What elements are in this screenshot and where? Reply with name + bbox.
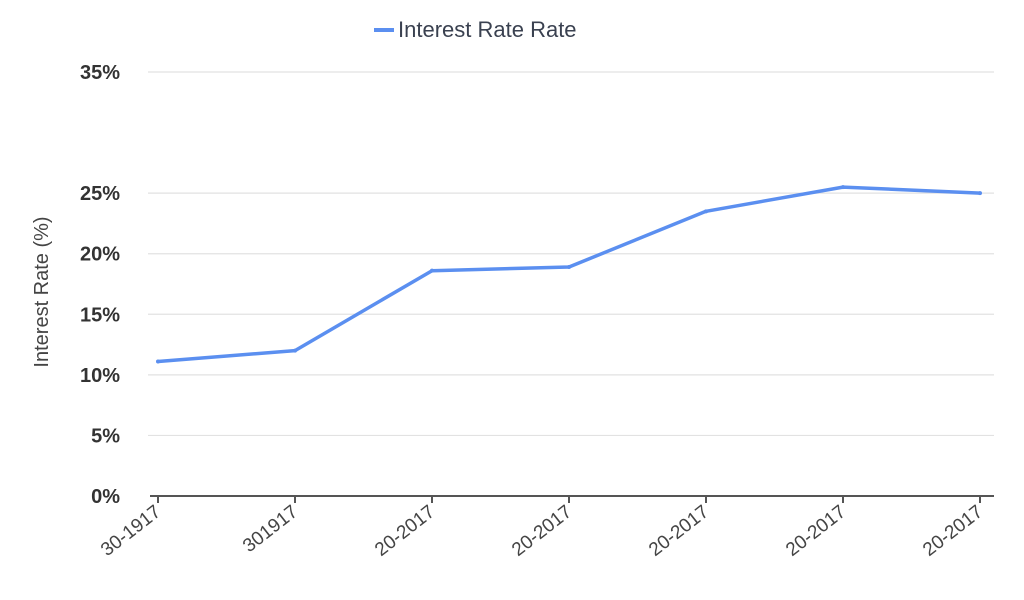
data-point — [978, 191, 982, 196]
legend: Interest Rate Rate — [374, 17, 577, 42]
x-tick-label: 20-2017 — [645, 501, 713, 560]
y-tick-label: 35% — [80, 62, 120, 84]
y-tick-labels: 0% 5% 10% 15% 20% 25% 35% — [80, 62, 120, 508]
x-tick-label: 301917 — [239, 501, 302, 557]
gridlines — [148, 71, 994, 437]
x-tick-label: 20-2017 — [371, 501, 439, 560]
x-ticks: 30-1917 301917 20-2017 20-2017 20-2017 20-201… — [97, 496, 987, 561]
x-tick-label: 20-2017 — [782, 501, 850, 560]
data-point — [156, 359, 160, 364]
data-point — [567, 265, 571, 270]
series-points — [156, 185, 982, 364]
data-point — [430, 268, 434, 273]
y-tick-label: 10% — [80, 365, 120, 387]
x-tick-label: 20-2017 — [919, 501, 987, 560]
y-axis-title: Interest Rate (%) — [31, 216, 53, 367]
y-tick-label: 0% — [91, 486, 120, 508]
data-point — [293, 348, 297, 353]
legend-label: Interest Rate Rate — [398, 17, 577, 42]
y-tick-label: 25% — [80, 183, 120, 205]
y-tick-label: 15% — [80, 304, 120, 326]
y-tick-label: 5% — [91, 425, 120, 447]
x-tick-label: 30-1917 — [97, 501, 165, 560]
x-tick-label: 20-2017 — [508, 501, 576, 560]
series-line — [156, 185, 982, 364]
y-tick-label: 20% — [80, 244, 120, 266]
data-point — [704, 209, 708, 214]
data-point — [841, 185, 845, 190]
